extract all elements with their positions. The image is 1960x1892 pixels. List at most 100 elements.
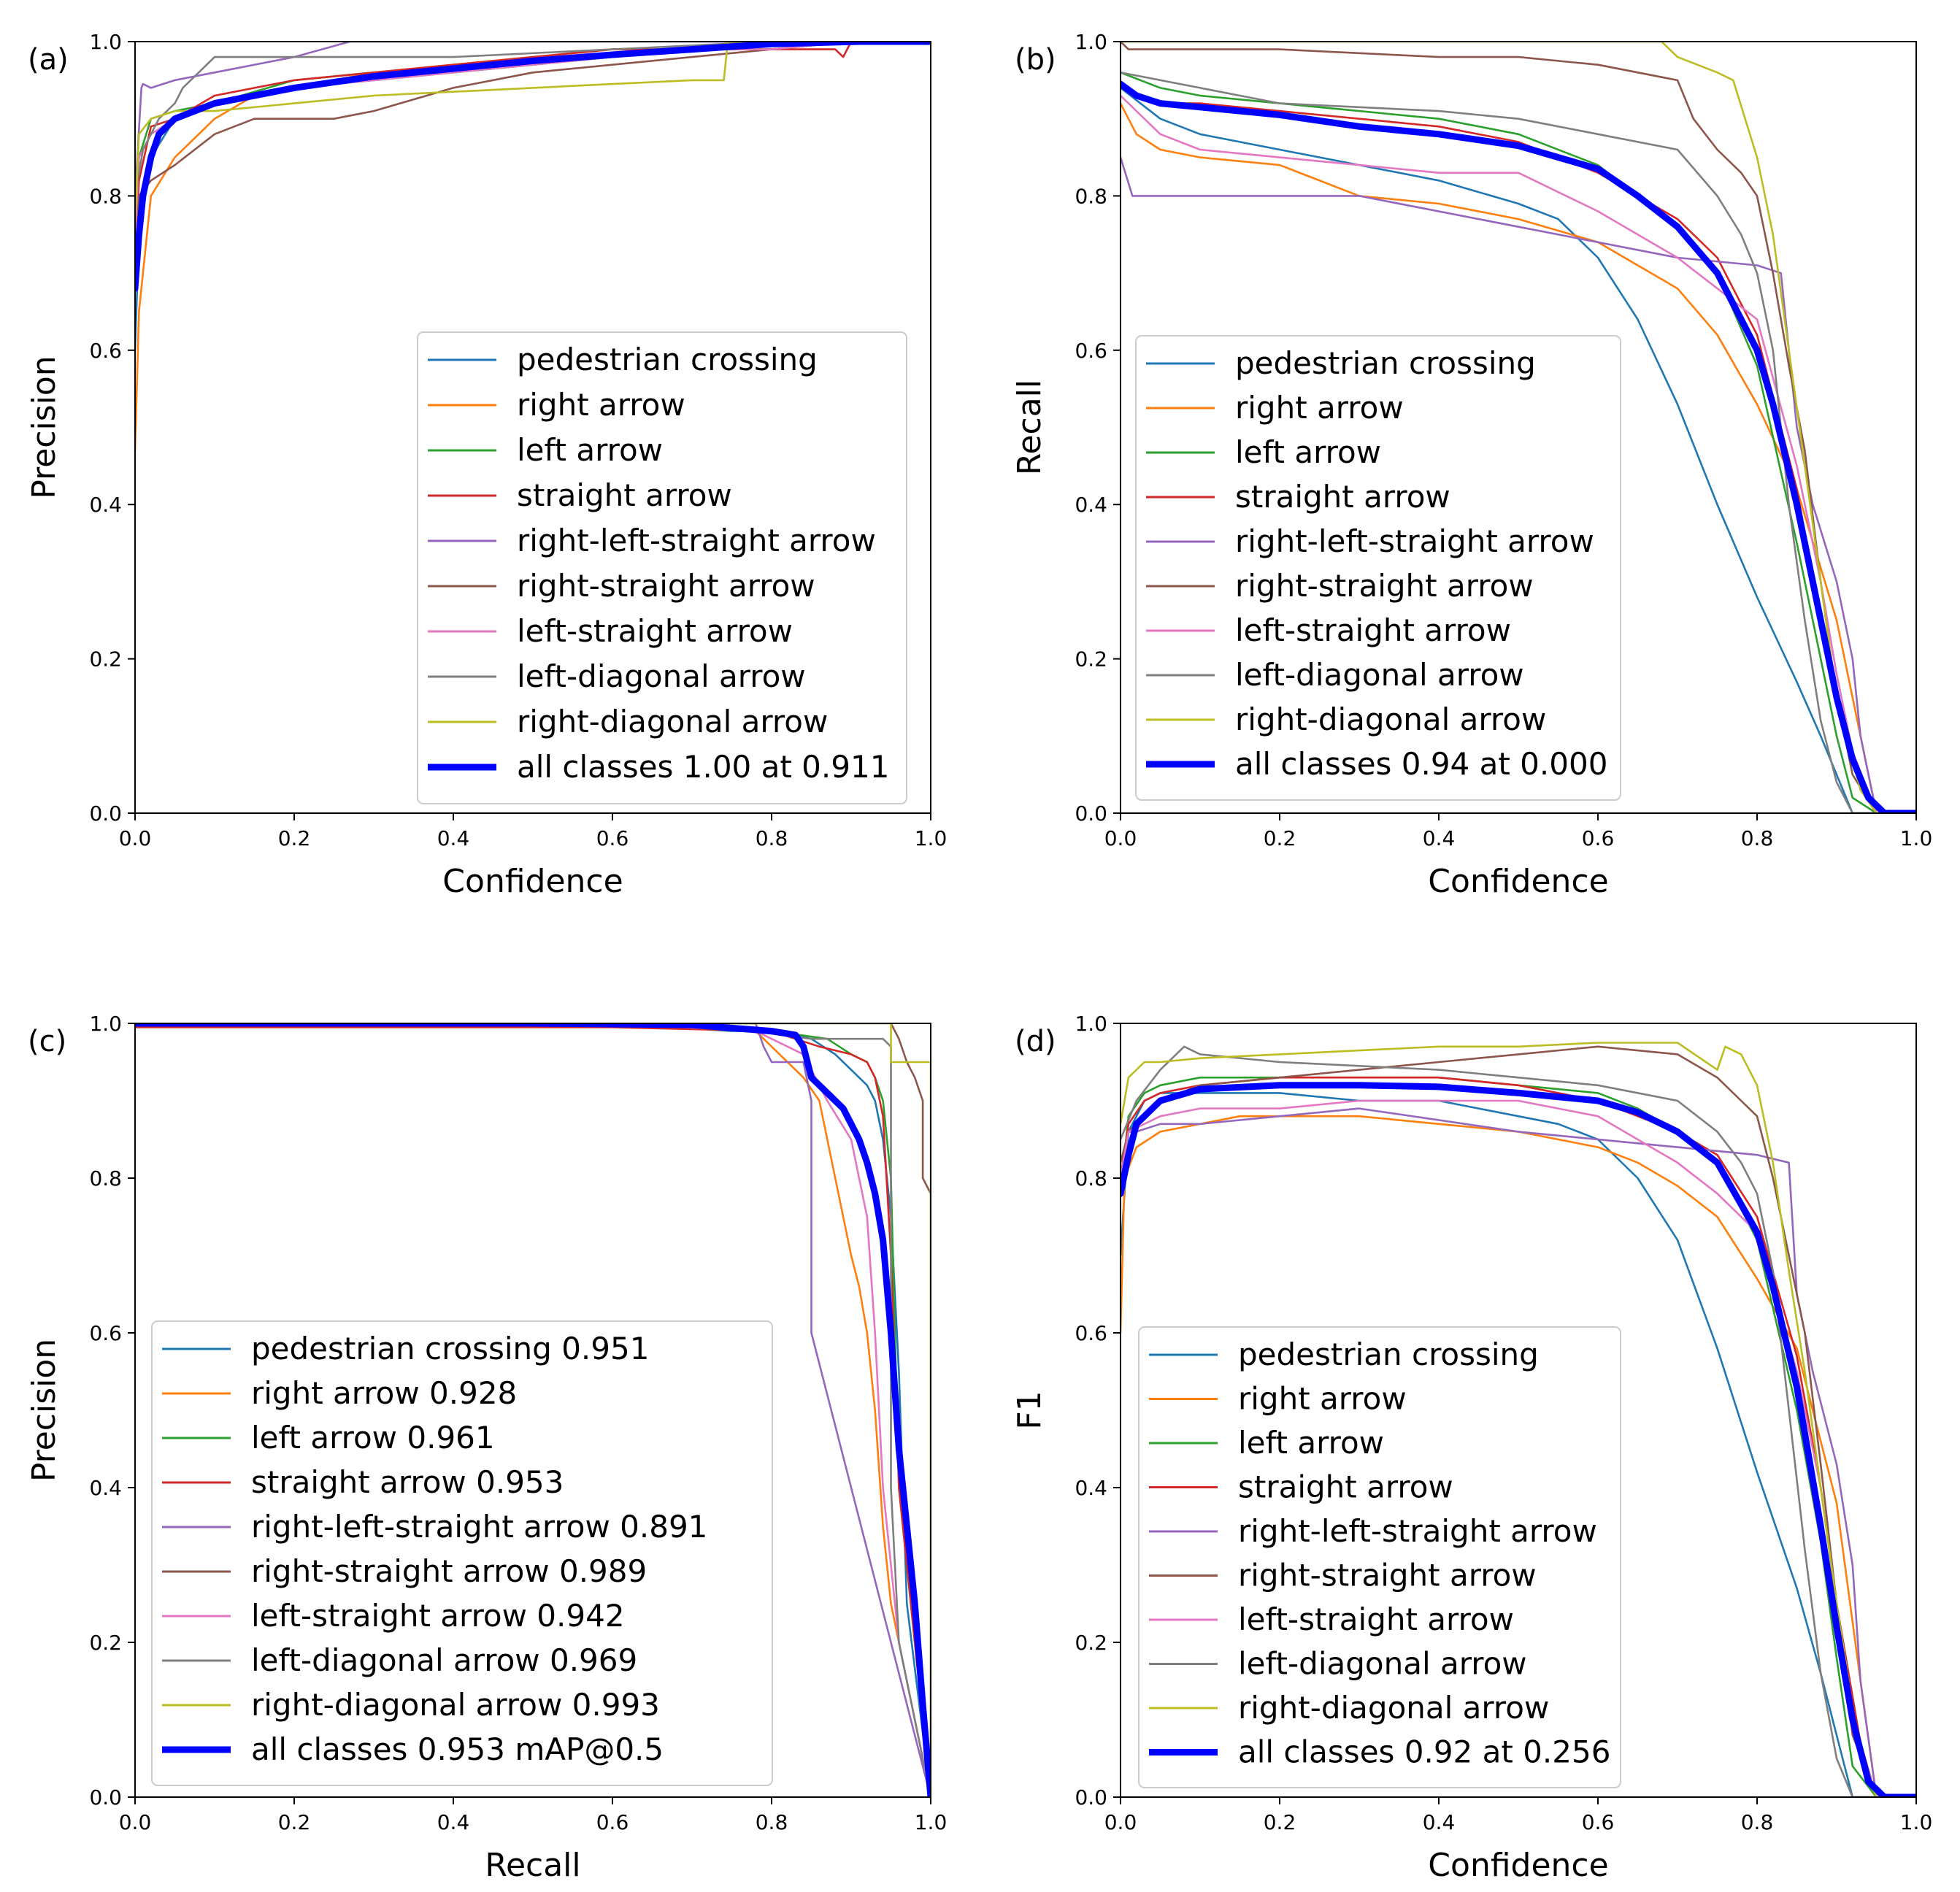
legend-entry-pedestrian-crossing: pedestrian crossing bbox=[1235, 345, 1536, 381]
y-tick-label: 0.4 bbox=[1075, 1476, 1107, 1500]
y-tick-label: 0.8 bbox=[1075, 1166, 1107, 1191]
y-tick-label: 0.0 bbox=[89, 1785, 122, 1810]
x-tick-label: 0.4 bbox=[1423, 1810, 1456, 1834]
y-tick-label: 0.6 bbox=[1075, 339, 1107, 363]
legend-entry-right-left-straight-arrow: right-left-straight arrow bbox=[1238, 1513, 1597, 1549]
series-line-all-classes-0-92-at-0-256 bbox=[1121, 1082, 1916, 1797]
y-tick-label: 0.0 bbox=[89, 801, 122, 826]
y-tick-label: 0.4 bbox=[89, 1476, 122, 1500]
x-tick-label: 0.8 bbox=[1741, 1810, 1774, 1834]
x-tick-label: 0.0 bbox=[119, 826, 152, 850]
x-tick-label: 1.0 bbox=[1900, 826, 1933, 850]
x-tick-label: 0.2 bbox=[278, 826, 311, 850]
series-line-left-arrow bbox=[1121, 1076, 1916, 1797]
legend-entry-all-classes-0-953-map-0-5: all classes 0.953 mAP@0.5 bbox=[251, 1731, 664, 1767]
y-tick-label: 0.2 bbox=[89, 647, 122, 672]
legend-entry-pedestrian-crossing-0-951: pedestrian crossing 0.951 bbox=[251, 1331, 649, 1366]
x-tick-label: 0.2 bbox=[278, 1810, 311, 1834]
x-tick-label: 0.0 bbox=[1104, 1810, 1137, 1834]
legend-entry-right-left-straight-arrow: right-left-straight arrow bbox=[1235, 523, 1594, 559]
series-line-right-left-straight-arrow bbox=[1121, 156, 1916, 813]
series-line-all-classes-0-94-at-0-000 bbox=[1121, 80, 1916, 813]
series-line-all-classes-0-953-map-0-5 bbox=[135, 1023, 931, 1797]
legend-entry-straight-arrow: straight arrow bbox=[517, 477, 732, 513]
series-line-right-arrow bbox=[1121, 102, 1916, 813]
legend: pedestrian crossing right arrow left arrow… bbox=[1138, 1326, 1621, 1788]
legend-entry-left-straight-arrow: left-straight arrow bbox=[1238, 1601, 1514, 1637]
legend-entry-all-classes-1-00-at-0-911: all classes 1.00 at 0.911 bbox=[517, 749, 889, 785]
y-tick-label: 0.2 bbox=[1075, 647, 1107, 672]
x-tick-label: 0.2 bbox=[1264, 826, 1296, 850]
y-axis-label: F1 bbox=[1011, 1391, 1048, 1429]
legend-entry-right-diagonal-arrow: right-diagonal arrow bbox=[517, 704, 828, 739]
legend-entry-left-straight-arrow: left-straight arrow bbox=[517, 613, 793, 649]
x-axis-label: Confidence bbox=[1428, 863, 1608, 900]
series-line-straight-arrow-0-953 bbox=[135, 1026, 931, 1797]
series-line-right-arrow bbox=[1121, 1115, 1916, 1797]
legend-entry-right-straight-arrow: right-straight arrow bbox=[1235, 568, 1534, 604]
x-tick-label: 0.4 bbox=[437, 826, 470, 850]
legend-entry-right-arrow: right arrow bbox=[1238, 1381, 1407, 1417]
x-axis-label: Recall bbox=[485, 1847, 580, 1884]
y-tick-label: 1.0 bbox=[89, 1012, 122, 1036]
legend-entry-right-straight-arrow: right-straight arrow bbox=[1238, 1558, 1537, 1593]
y-tick-label: 1.0 bbox=[89, 30, 122, 54]
legend-entry-right-arrow: right arrow bbox=[1235, 390, 1404, 426]
x-tick-label: 0.6 bbox=[1582, 1810, 1615, 1834]
legend-box bbox=[417, 331, 907, 804]
legend-entry-right-straight-arrow-0-989: right-straight arrow 0.989 bbox=[251, 1553, 647, 1589]
series-line-straight-arrow bbox=[135, 42, 931, 259]
y-tick-label: 1.0 bbox=[1075, 30, 1107, 54]
y-tick-label: 0.4 bbox=[89, 493, 122, 517]
panel-label: (b) bbox=[1015, 43, 1056, 77]
legend-box bbox=[1138, 1326, 1621, 1788]
legend-entry-pedestrian-crossing: pedestrian crossing bbox=[1238, 1337, 1539, 1372]
x-tick-label: 0.4 bbox=[1423, 826, 1456, 850]
axes-frame bbox=[1120, 1023, 1917, 1798]
y-tick-label: 0.2 bbox=[1075, 1631, 1107, 1655]
y-tick-label: 0.8 bbox=[1075, 184, 1107, 208]
series-line-right-left-straight-arrow bbox=[135, 42, 931, 197]
legend-entry-right-diagonal-arrow: right-diagonal arrow bbox=[1235, 701, 1546, 737]
series-line-right-left-straight-arrow-0-891 bbox=[135, 1023, 931, 1797]
series-line-left-diagonal-arrow bbox=[1121, 1045, 1916, 1797]
axes-frame bbox=[1120, 41, 1917, 814]
series-group bbox=[1121, 1042, 1916, 1797]
x-axis-label: Confidence bbox=[1428, 1847, 1608, 1884]
x-axis-label: Confidence bbox=[442, 863, 623, 900]
panel-d: (d) 0.00.0 0.2 0.2 0.4 0.4 0.6 0.6 0.8 0.8 1.0 1.0 C… bbox=[1011, 1012, 1932, 1884]
series-group bbox=[135, 42, 931, 452]
legend-box bbox=[151, 1320, 773, 1786]
y-tick-label: 0.8 bbox=[89, 1166, 122, 1191]
legend-entry-left-arrow: left arrow bbox=[1235, 434, 1381, 470]
panel-label: (c) bbox=[28, 1025, 66, 1058]
legend: pedestrian crossing right arrow left arrow… bbox=[1135, 335, 1621, 801]
legend-box bbox=[1135, 335, 1621, 801]
panel-a: (a) 0.00.0 0.2 0.2 0.4 0.4 0.6 0.6 0.8 0.8 1.0 1.0 C… bbox=[26, 30, 947, 900]
series-line-right-diagonal-arrow bbox=[1121, 1042, 1916, 1797]
panel-label: (a) bbox=[28, 43, 69, 77]
y-tick-label: 0.4 bbox=[1075, 493, 1107, 517]
legend-entry-right-left-straight-arrow-0-891: right-left-straight arrow 0.891 bbox=[251, 1509, 707, 1545]
series-line-left-diagonal-arrow bbox=[1121, 72, 1916, 813]
series-line-right-straight-arrow bbox=[135, 42, 931, 236]
legend-entry-right-left-straight-arrow: right-left-straight arrow bbox=[517, 523, 876, 558]
x-tick-label: 0.0 bbox=[1104, 826, 1137, 850]
x-tick-label: 0.8 bbox=[756, 826, 788, 850]
legend-entry-right-diagonal-arrow: right-diagonal arrow bbox=[1238, 1690, 1549, 1726]
legend-entry-left-diagonal-arrow: left-diagonal arrow bbox=[517, 658, 806, 694]
legend-entry-right-straight-arrow: right-straight arrow bbox=[517, 568, 815, 604]
panel-b: (b) 0.00.0 0.2 0.2 0.4 0.4 0.6 0.6 0.8 0.8 1.0 1.0 C… bbox=[1011, 30, 1932, 900]
series-line-all-classes-1-00-at-0-911 bbox=[135, 42, 931, 292]
panel-label: (d) bbox=[1015, 1025, 1056, 1058]
axes-frame bbox=[134, 41, 931, 814]
series-line-right-diagonal-arrow bbox=[135, 42, 931, 220]
legend-entry-left-straight-arrow: left-straight arrow bbox=[1235, 612, 1511, 648]
legend-entry-straight-arrow: straight arrow bbox=[1238, 1469, 1453, 1505]
series-line-pedestrian-crossing bbox=[1121, 87, 1916, 813]
series-group bbox=[1121, 42, 1916, 813]
x-tick-label: 0.6 bbox=[596, 1810, 629, 1834]
x-tick-label: 0.0 bbox=[119, 1810, 152, 1834]
x-tick-label: 1.0 bbox=[915, 1810, 948, 1834]
